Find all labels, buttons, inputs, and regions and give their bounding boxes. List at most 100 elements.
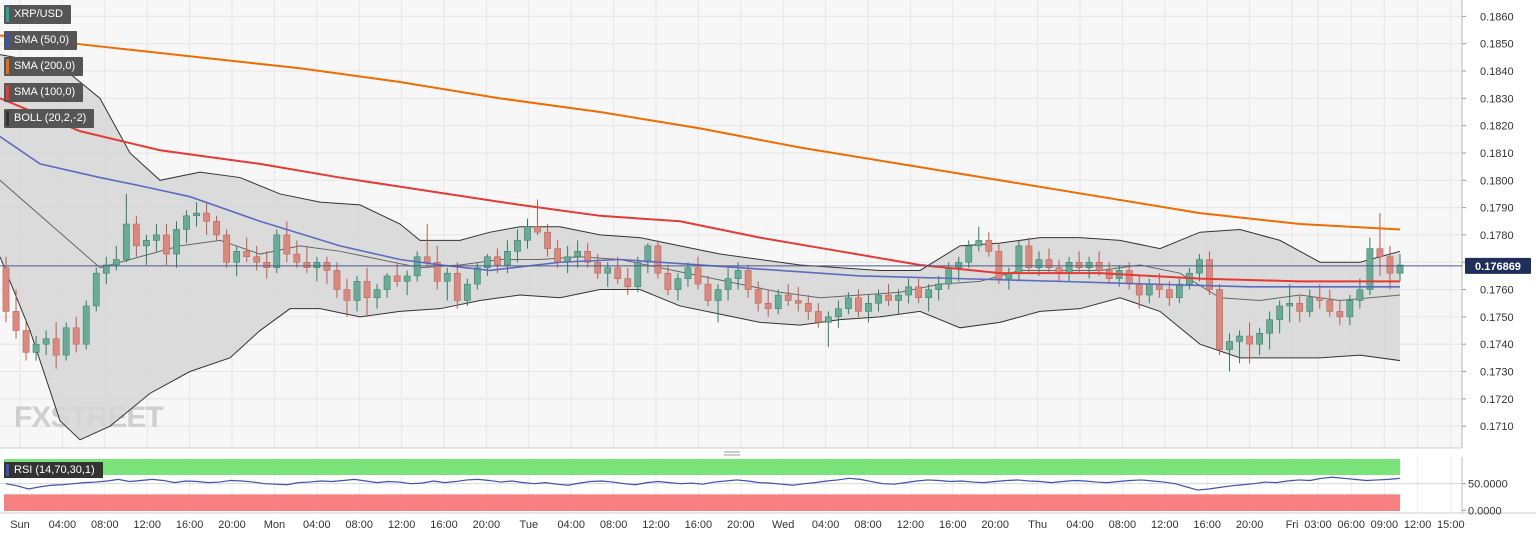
y-tick-label: 0.1780 [1480,230,1514,242]
candle-body [473,267,481,285]
candle [102,256,110,285]
candle [463,278,471,306]
candle-body [1346,300,1354,318]
candle [534,199,541,235]
candle-body [484,256,491,268]
candle [985,232,993,257]
x-tick-label: 15:00 [1437,519,1465,531]
candle-body [403,275,411,282]
moving-averages [0,34,1401,288]
x-tick-label: 09:00 [1371,519,1399,531]
legend-item[interactable]: BOLL (20,2,-2) [4,109,95,128]
candle [965,240,973,268]
candle-body [544,231,551,249]
candle-body [784,294,792,301]
legend-swatch [6,111,9,126]
x-tick-label: 20:00 [1236,519,1264,531]
candle-body [223,234,230,263]
x-tick-label: 16:00 [939,519,967,531]
candle-body [102,264,110,274]
candle [674,273,682,301]
candle [1326,289,1334,317]
candle-body [393,275,401,282]
candle [654,240,662,279]
candle [925,284,933,312]
x-tick-label: 16:00 [685,519,713,531]
x-tick-label: 04:00 [49,519,77,531]
x-tick-label: 12:00 [133,519,161,531]
candle [273,229,281,274]
candle [694,256,702,290]
candle-body [343,289,351,301]
candle [845,292,852,315]
candle-body [42,338,50,345]
candle [604,262,612,287]
candle [664,264,672,296]
candle [1176,278,1183,304]
candle-body [413,256,421,277]
candle-body [443,272,451,282]
candle [714,284,722,323]
candle-body [163,234,170,255]
candle [393,262,401,287]
candle-body [905,286,912,296]
legend-item[interactable]: SMA (100,0) [4,83,84,102]
candle [855,289,862,317]
candle [1256,327,1263,356]
candle [875,289,882,312]
y-tick-label: 0.1760 [1480,285,1514,297]
x-tick-label: 20:00 [218,519,246,531]
candle-body [1085,261,1093,268]
rsi-panel [0,459,1462,511]
candle [885,284,892,306]
candle [524,218,531,249]
candle [1216,284,1223,356]
candle [133,215,140,257]
x-tick-label: 08:00 [91,519,119,531]
candle-body [1196,259,1203,274]
legend-item[interactable]: SMA (50,0) [4,31,78,50]
x-tick-label: 06:00 [1337,519,1365,531]
candle [835,300,842,328]
candle [313,256,321,282]
candle-body [895,294,902,301]
candle-body [764,302,772,309]
candle [143,234,150,265]
candle-body [624,278,632,288]
legend-item[interactable]: XRP/USD [4,5,71,24]
candle-body [1226,341,1233,350]
x-tick-label: 12:00 [642,519,670,531]
candle-body [955,261,963,268]
rsi-legend[interactable]: RSI (14,70,30,1) [4,462,103,478]
candle-body [504,251,511,266]
candle [995,243,1003,285]
legend-item[interactable]: SMA (200,0) [4,57,84,76]
candle-body [213,221,220,236]
candle-body [22,330,30,353]
candle [614,256,622,285]
candle [42,330,50,356]
candle-body [604,267,612,274]
candle-body [1095,261,1103,271]
candle [92,267,100,312]
candle-body [1276,305,1284,320]
candle [1266,311,1273,350]
x-tick-label: Mon [264,519,285,531]
x-tick-label: 04:00 [812,519,840,531]
x-tick-label: 12:00 [1151,519,1179,531]
candle [784,284,792,306]
candle [1045,248,1053,274]
x-tick-label: 08:00 [345,519,373,531]
candle [1095,251,1103,276]
candle-body [534,226,541,233]
candle-body [12,311,20,331]
candle [283,221,291,263]
candle-body [855,297,862,312]
current-price-tag [1465,257,1531,274]
candle [1306,289,1314,317]
candle [473,262,481,290]
candle-body [1065,261,1073,274]
candle [1366,237,1374,296]
y-tick-label: 0.1860 [1480,11,1514,23]
y-tick-label: 0.1750 [1480,312,1514,324]
